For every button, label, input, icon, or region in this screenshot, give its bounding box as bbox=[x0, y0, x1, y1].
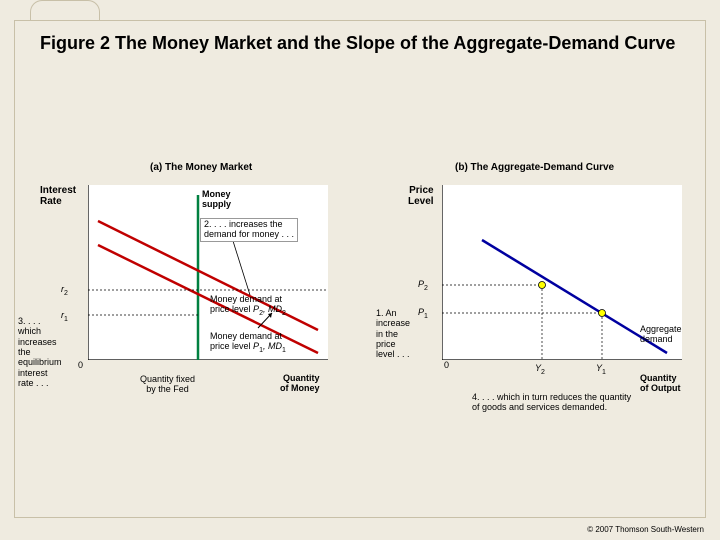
panel-b-xlabel: Quantity of Output bbox=[640, 374, 680, 394]
copyright: © 2007 Thomson South-Western bbox=[587, 525, 704, 534]
p2-label: P2 bbox=[418, 279, 428, 293]
tab-notch bbox=[30, 0, 100, 22]
y1-label: Y1 bbox=[596, 363, 606, 377]
md1-label: Money demand at price level P1, MD1 bbox=[210, 332, 286, 354]
md1-mdsub: 1 bbox=[282, 347, 286, 354]
panel-a-xlabel-left: Quantity fixed by the Fed bbox=[140, 374, 195, 395]
panel-a-ylabel: Interest Rate bbox=[40, 185, 76, 207]
annot-4: 4. . . . which in turn reduces the quant… bbox=[472, 392, 631, 413]
annot-3: 3. . . . which increases the equilibrium… bbox=[18, 316, 62, 388]
panel-b-origin: 0 bbox=[444, 360, 449, 370]
md1-md: , MD bbox=[263, 341, 282, 351]
p1-label: P1 bbox=[418, 307, 428, 321]
p2-sub: 2 bbox=[424, 285, 428, 292]
panel-a-xlabel-right: Quantity of Money bbox=[280, 374, 320, 394]
r1-sub: 1 bbox=[64, 316, 68, 323]
ad-label: Aggregate demand bbox=[640, 324, 682, 345]
panel-a-chart bbox=[88, 185, 328, 360]
md2-md: , MD bbox=[263, 304, 282, 314]
r2-label: r2 bbox=[61, 284, 68, 298]
panel-a-title: (a) The Money Market bbox=[150, 162, 252, 173]
annot-1: 1. An increase in the price level . . . bbox=[376, 308, 410, 360]
annot-2: 2. . . . increases the demand for money … bbox=[200, 218, 298, 242]
md2-label: Money demand at price level P2, MD2 bbox=[210, 295, 286, 317]
r1-label: r1 bbox=[61, 310, 68, 324]
panel-b-title: (b) The Aggregate-Demand Curve bbox=[455, 162, 614, 173]
md2-mdsub: 2 bbox=[282, 310, 286, 317]
money-supply-label: Money supply bbox=[202, 190, 231, 210]
y2-sub: 2 bbox=[541, 369, 545, 376]
p1-sub: 1 bbox=[424, 313, 428, 320]
y1-sub: 1 bbox=[602, 369, 606, 376]
y2-label: Y2 bbox=[535, 363, 545, 377]
r2-sub: 2 bbox=[64, 290, 68, 297]
figure-title: Figure 2 The Money Market and the Slope … bbox=[40, 32, 680, 55]
panel-a-origin: 0 bbox=[78, 360, 83, 370]
panel-b-ylabel: Price Level bbox=[408, 185, 434, 207]
